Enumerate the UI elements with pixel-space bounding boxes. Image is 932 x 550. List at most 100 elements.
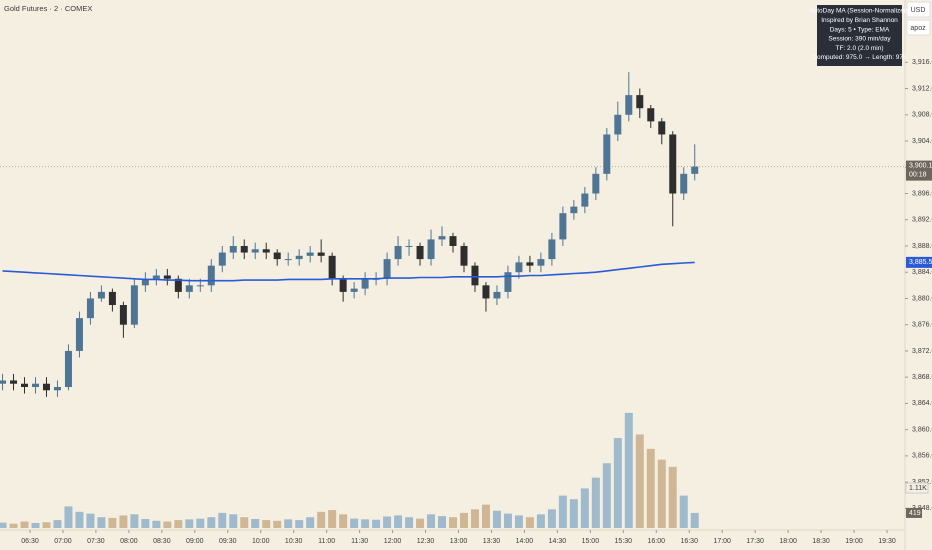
candle-body	[394, 245, 402, 260]
candle-body	[0, 380, 7, 384]
x-tick-label: 15:00	[582, 538, 600, 545]
volume-bar	[229, 514, 238, 528]
candle-body	[482, 285, 490, 299]
volume-bar	[42, 522, 51, 528]
x-tick-label: 11:30	[351, 538, 368, 545]
candle-body	[581, 193, 589, 207]
y-tick-label: 3,916.0	[912, 59, 932, 66]
info-line: Session: 390 min/day	[828, 36, 891, 43]
x-tick-label: 12:30	[417, 538, 435, 545]
toolbar-label[interactable]: apoz	[910, 25, 926, 32]
volume-bar	[657, 459, 666, 528]
candle-body	[317, 252, 325, 256]
candle-body	[636, 95, 644, 109]
candle-body	[42, 383, 50, 391]
y-tick-label: 3,908.0	[912, 112, 932, 119]
volume-bar	[591, 477, 600, 528]
candle-body	[273, 252, 281, 260]
info-box: AutoDay MA (Session-Normalized) Inspired …	[809, 5, 910, 66]
info-box-bg	[817, 5, 902, 66]
candle-body	[570, 206, 578, 214]
candle-body	[680, 173, 688, 194]
moving-average	[2, 261, 695, 282]
candle-body	[405, 245, 413, 247]
x-tick-label: 07:00	[54, 538, 72, 545]
volume-ma-box	[905, 482, 929, 494]
volume-bar	[284, 519, 293, 528]
volume-bar	[0, 522, 7, 528]
x-tick-label: 10:30	[285, 538, 303, 545]
y-tick-label: 3,892.0	[912, 217, 932, 224]
x-tick-label: 14:30	[549, 538, 567, 545]
x-tick-label: 16:00	[648, 538, 666, 545]
volume-bar	[185, 519, 194, 528]
x-tick-label: 17:30	[746, 538, 764, 545]
volume-bar	[690, 512, 699, 528]
volume-bar	[361, 519, 370, 528]
candle-body	[86, 298, 94, 319]
volume-bar	[547, 509, 556, 528]
candle-body	[240, 245, 248, 253]
volume-bar	[624, 412, 633, 528]
volume-bar	[438, 516, 447, 528]
volume-bar	[394, 515, 403, 528]
volume-bar	[635, 434, 644, 528]
x-tick-label: 08:00	[120, 538, 138, 545]
candle-body	[460, 245, 468, 266]
candle-body	[416, 245, 424, 260]
candle-body	[504, 272, 512, 292]
volume-bar	[31, 522, 40, 528]
volume-bar	[613, 438, 622, 528]
candle-body	[97, 291, 105, 299]
candle-body	[471, 265, 479, 286]
chart-title: Gold Futures · 2 · COMEX	[4, 4, 92, 13]
last-price-box	[906, 160, 932, 181]
candle-body	[251, 249, 259, 253]
candle-body	[449, 236, 457, 246]
volume-bar	[602, 463, 611, 528]
candle-body	[691, 166, 699, 174]
currency-button[interactable]	[906, 1, 931, 18]
y-tick-label: 3,868.0	[912, 374, 932, 381]
volume-bar	[86, 513, 95, 528]
ma-price-box	[906, 256, 932, 268]
y-tick-label: 3,912.0	[912, 85, 932, 92]
currency[interactable]: USD	[911, 7, 926, 14]
volume-bar	[668, 466, 677, 528]
volume-bar	[262, 520, 271, 528]
candle-body	[306, 252, 314, 256]
toolbar-button[interactable]	[906, 19, 931, 36]
volume-bar	[503, 513, 512, 528]
volume-bar	[119, 515, 128, 528]
volume-bar	[75, 511, 84, 528]
volume-bar	[405, 517, 414, 528]
y-tick-label: 3,896.0	[912, 190, 932, 197]
candle-body	[592, 173, 600, 194]
candle-body	[10, 380, 18, 384]
candle-body	[21, 383, 29, 388]
volume-ma-label: 1.11K	[909, 485, 927, 492]
candle-body	[31, 383, 39, 388]
volume-bar	[152, 520, 161, 528]
volume-bar	[218, 512, 227, 528]
candle-body	[493, 291, 501, 299]
candle-body	[625, 95, 633, 115]
candle-body	[669, 134, 677, 194]
volume-bar	[97, 517, 106, 528]
volume-bar	[20, 521, 29, 528]
volume-bar	[492, 510, 501, 528]
volume-bar	[328, 510, 337, 528]
candle-body	[537, 259, 545, 266]
y-tick-label: 3,876.0	[912, 322, 932, 329]
volume-bar	[163, 521, 172, 528]
candle-body	[53, 387, 61, 391]
x-tick-label: 11:00	[318, 538, 335, 545]
volume-bar	[240, 517, 249, 528]
candle-body	[603, 134, 611, 174]
candle-body	[152, 275, 160, 279]
x-tick-label: 15:30	[615, 538, 633, 545]
candle-body	[284, 259, 292, 261]
y-tick-label: 3,864.0	[912, 400, 932, 407]
volume-bar	[273, 520, 282, 528]
